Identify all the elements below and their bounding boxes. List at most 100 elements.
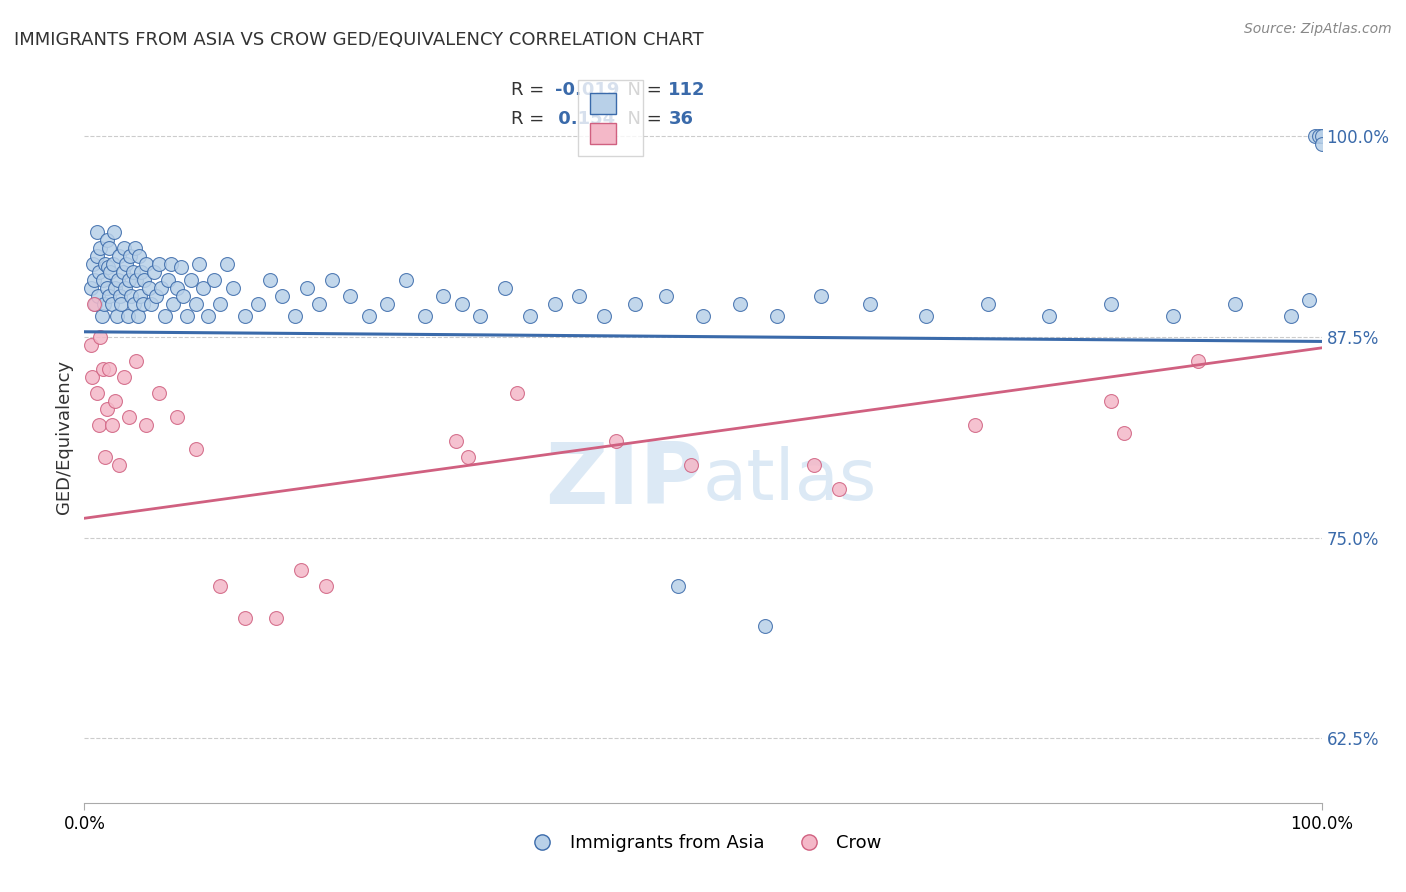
Point bbox=[94, 257, 117, 271]
Point bbox=[754, 619, 776, 633]
Point bbox=[120, 249, 142, 263]
Point bbox=[89, 265, 111, 279]
Point bbox=[655, 289, 678, 303]
Point bbox=[315, 579, 337, 593]
Point bbox=[120, 289, 142, 303]
Point bbox=[162, 297, 184, 311]
Point bbox=[184, 442, 207, 457]
Point bbox=[115, 257, 138, 271]
Point bbox=[121, 265, 143, 279]
Point bbox=[450, 297, 472, 311]
Point bbox=[84, 297, 107, 311]
Point bbox=[83, 273, 105, 287]
Legend: Immigrants from Asia, Crow: Immigrants from Asia, Crow bbox=[517, 827, 889, 860]
Point bbox=[107, 273, 129, 287]
Point bbox=[166, 281, 188, 295]
Point bbox=[568, 289, 591, 303]
Point bbox=[191, 281, 214, 295]
Point bbox=[128, 249, 150, 263]
Text: 0.154: 0.154 bbox=[553, 110, 616, 128]
Point bbox=[666, 579, 689, 593]
Point bbox=[1305, 128, 1327, 143]
Point bbox=[101, 257, 124, 271]
Point bbox=[100, 417, 122, 432]
Point bbox=[153, 309, 176, 323]
Point bbox=[1099, 297, 1122, 311]
Point bbox=[148, 385, 170, 400]
Point bbox=[172, 289, 194, 303]
Point bbox=[135, 417, 157, 432]
Text: R =: R = bbox=[512, 110, 550, 128]
Point bbox=[86, 249, 108, 263]
Point bbox=[321, 273, 343, 287]
Point bbox=[114, 281, 136, 295]
Point bbox=[432, 289, 454, 303]
Point bbox=[83, 297, 105, 311]
Point bbox=[965, 417, 987, 432]
Point bbox=[145, 289, 167, 303]
Point bbox=[138, 281, 160, 295]
Point bbox=[679, 458, 702, 473]
Point bbox=[129, 289, 152, 303]
Point bbox=[98, 241, 121, 255]
Point bbox=[93, 297, 115, 311]
Point bbox=[828, 483, 851, 497]
Point bbox=[339, 289, 361, 303]
Point bbox=[1099, 393, 1122, 408]
Point bbox=[1298, 293, 1320, 307]
Point bbox=[97, 260, 120, 275]
Point bbox=[692, 309, 714, 323]
Point bbox=[233, 611, 256, 625]
Point bbox=[444, 434, 467, 449]
Point bbox=[87, 289, 110, 303]
Point bbox=[519, 309, 541, 323]
Point bbox=[728, 297, 751, 311]
Point bbox=[259, 273, 281, 287]
Point bbox=[264, 611, 287, 625]
Point bbox=[112, 241, 135, 255]
Point bbox=[295, 281, 318, 295]
Point bbox=[103, 225, 125, 239]
Point bbox=[1187, 353, 1209, 368]
Point bbox=[160, 257, 183, 271]
Point bbox=[104, 281, 127, 295]
Point bbox=[98, 361, 121, 376]
Point bbox=[96, 281, 118, 295]
Text: ZIP: ZIP bbox=[546, 440, 703, 523]
Point bbox=[108, 249, 131, 263]
Point bbox=[105, 309, 128, 323]
Point bbox=[90, 309, 112, 323]
Point bbox=[605, 434, 627, 449]
Point bbox=[86, 385, 108, 400]
Point bbox=[125, 353, 148, 368]
Point bbox=[859, 297, 882, 311]
Point bbox=[810, 289, 832, 303]
Point bbox=[1310, 136, 1333, 151]
Point bbox=[108, 458, 131, 473]
Point bbox=[110, 289, 132, 303]
Point bbox=[222, 281, 245, 295]
Point bbox=[170, 260, 193, 275]
Point bbox=[593, 309, 616, 323]
Point bbox=[803, 458, 825, 473]
Text: -0.019: -0.019 bbox=[554, 80, 619, 99]
Point bbox=[96, 233, 118, 247]
Point bbox=[470, 309, 492, 323]
Point bbox=[624, 297, 647, 311]
Point bbox=[129, 265, 152, 279]
Text: IMMIGRANTS FROM ASIA VS CROW GED/EQUIVALENCY CORRELATION CHART: IMMIGRANTS FROM ASIA VS CROW GED/EQUIVAL… bbox=[14, 31, 703, 49]
Point bbox=[506, 385, 529, 400]
Point bbox=[157, 273, 180, 287]
Point bbox=[976, 297, 998, 311]
Point bbox=[142, 265, 165, 279]
Point bbox=[124, 241, 146, 255]
Point bbox=[125, 273, 148, 287]
Point bbox=[150, 281, 173, 295]
Text: Source: ZipAtlas.com: Source: ZipAtlas.com bbox=[1244, 22, 1392, 37]
Point bbox=[290, 563, 312, 577]
Point bbox=[112, 369, 135, 384]
Point bbox=[79, 281, 101, 295]
Point bbox=[166, 409, 188, 424]
Point bbox=[141, 297, 163, 311]
Point bbox=[82, 257, 104, 271]
